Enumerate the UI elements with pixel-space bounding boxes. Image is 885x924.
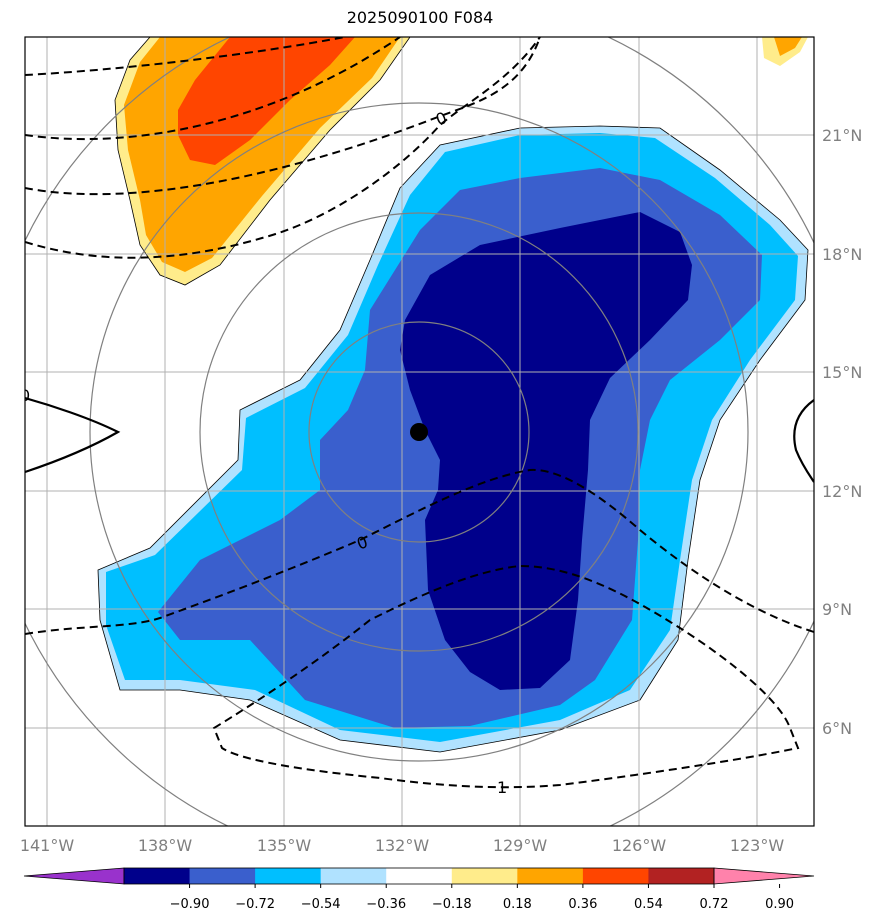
colorbar-tick-label: −0.18	[432, 897, 472, 912]
colorbar-tick-label: 0.72	[700, 897, 729, 912]
solid-contours	[25, 396, 814, 483]
colorbar-tick-label: 0.18	[503, 897, 532, 912]
lon-tick-132: 132°W	[375, 836, 430, 855]
lon-tick-138: 138°W	[138, 836, 193, 855]
colorbar-box	[320, 868, 387, 884]
colorbar-box	[648, 868, 715, 884]
contour-label-0-west: 0	[20, 386, 30, 405]
lon-tick-135: 135°W	[257, 836, 312, 855]
contour-label-1: 1	[497, 778, 507, 797]
colorbar-box	[124, 868, 191, 884]
anomaly-outline	[97, 125, 809, 753]
colorbar-tick-label: 0.90	[765, 897, 794, 912]
graticule	[25, 37, 814, 826]
lon-tick-129: 129°W	[493, 836, 548, 855]
colorbar-box	[386, 868, 453, 884]
colorbar-box	[255, 868, 322, 884]
colorbar-box	[582, 868, 649, 884]
colorbar-tick-label: 0.36	[568, 897, 597, 912]
anomaly-corner-orange	[774, 37, 802, 56]
lon-tick-126: 126°W	[612, 836, 667, 855]
colorbar-tick-label: −0.36	[366, 897, 406, 912]
storm-center-marker	[410, 423, 428, 441]
lat-tick-12: 12°N	[822, 482, 862, 501]
lat-tick-15: 15°N	[822, 363, 862, 382]
anomaly-redorange-region	[178, 37, 355, 165]
colorbar-box	[189, 868, 256, 884]
colorbar	[23, 867, 815, 888]
colorbar-frame	[123, 867, 715, 885]
colorbar-tick-label: −0.72	[235, 897, 275, 912]
colorbar-extend-high	[713, 867, 815, 885]
lon-tick-labels: 141°W 138°W 135°W 132°W 129°W 126°W 123°…	[20, 836, 785, 855]
colorbar-extend-low	[23, 867, 125, 885]
lon-tick-123: 123°W	[730, 836, 785, 855]
colorbar-box	[517, 868, 584, 884]
anomaly-warm-outline	[114, 37, 411, 286]
lat-tick-labels: 21°N 18°N 15°N 12°N 9°N 6°N	[822, 126, 862, 738]
colorbar-box	[451, 868, 518, 884]
map-title: 2025090100 F084	[346, 8, 494, 27]
lat-tick-6: 6°N	[822, 719, 852, 738]
colorbar-tick-label: −0.54	[301, 897, 341, 912]
range-rings	[25, 37, 814, 826]
colorbar-labels: −0.90 −0.72 −0.54 −0.36 −0.18 0.18 0.36 0.54 0.7…	[170, 897, 794, 912]
lat-tick-18: 18°N	[822, 245, 862, 264]
colorbar-tick-label: −0.90	[170, 897, 210, 912]
lat-tick-9: 9°N	[822, 600, 852, 619]
anomaly-darkblue-region	[400, 212, 692, 690]
colorbar-tick-label: 0.54	[634, 897, 663, 912]
contour-labels: 0 0 0 1	[20, 108, 507, 797]
map-frame	[24, 36, 815, 827]
dashed-contours	[25, 37, 814, 789]
lon-tick-141: 141°W	[20, 836, 75, 855]
lat-tick-21: 21°N	[822, 126, 862, 145]
